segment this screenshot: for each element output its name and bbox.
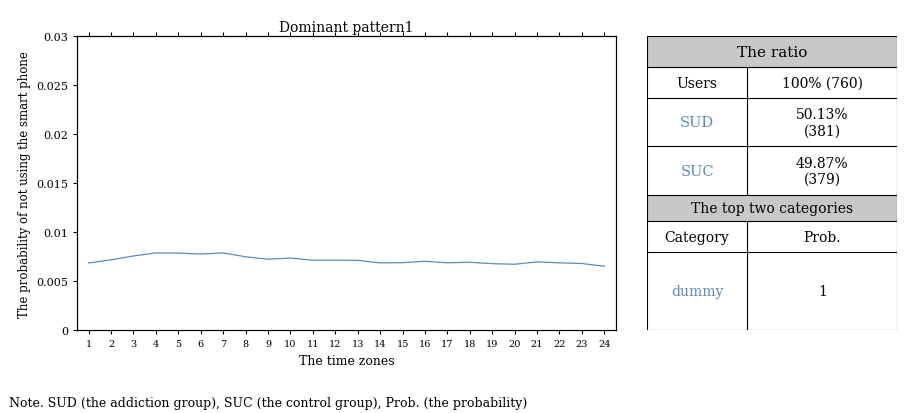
Text: 1: 1 bbox=[818, 285, 826, 299]
Y-axis label: The probability of not using the smart phone: The probability of not using the smart p… bbox=[18, 51, 31, 317]
Text: 49.87%
(379): 49.87% (379) bbox=[796, 156, 848, 186]
Bar bbox=[647, 195, 897, 222]
Text: Users: Users bbox=[677, 76, 718, 90]
Text: Category: Category bbox=[665, 230, 730, 244]
Text: SUD: SUD bbox=[680, 116, 714, 130]
Text: Prob.: Prob. bbox=[804, 230, 841, 244]
Text: 100% (760): 100% (760) bbox=[782, 76, 863, 90]
Text: The top two categories: The top two categories bbox=[691, 202, 854, 216]
Text: SUC: SUC bbox=[681, 164, 714, 178]
Bar bbox=[647, 37, 897, 68]
X-axis label: The time zones: The time zones bbox=[299, 354, 394, 367]
Text: dummy: dummy bbox=[670, 285, 723, 299]
Text: Note. SUD (the addiction group), SUC (the control group), Prob. (the probability: Note. SUD (the addiction group), SUC (th… bbox=[9, 396, 527, 409]
Text: 50.13%
(381): 50.13% (381) bbox=[796, 108, 848, 138]
Text: The ratio: The ratio bbox=[737, 45, 807, 59]
Title: Dominant pattern1: Dominant pattern1 bbox=[280, 21, 414, 35]
